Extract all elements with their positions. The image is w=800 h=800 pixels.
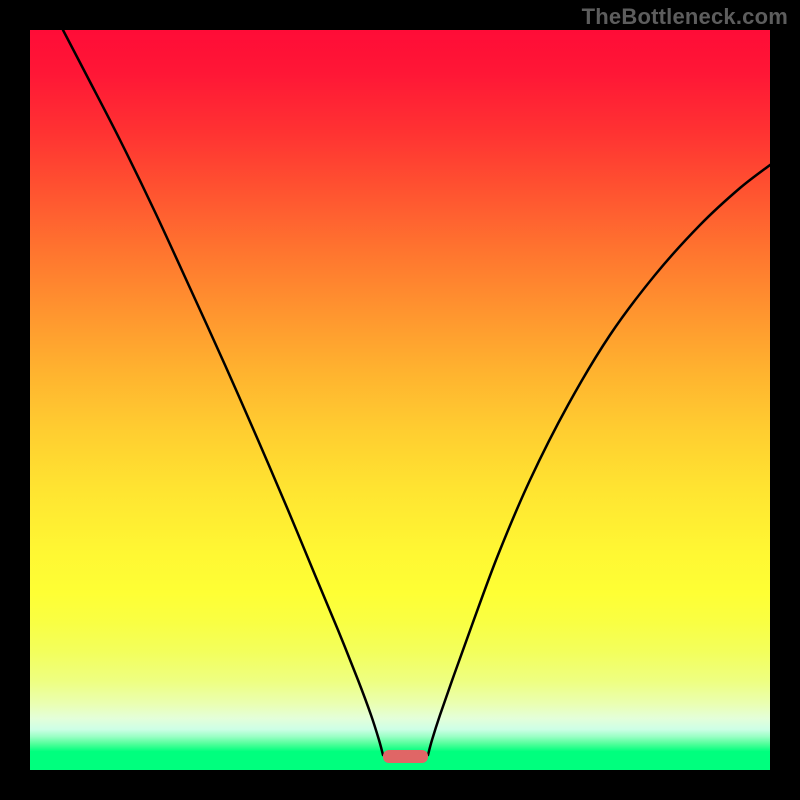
bottleneck-curve-chart	[0, 0, 800, 800]
watermark-text: TheBottleneck.com	[582, 4, 788, 30]
chart-container: TheBottleneck.com	[0, 0, 800, 800]
gradient-background	[30, 30, 770, 770]
trough-marker	[383, 750, 428, 763]
